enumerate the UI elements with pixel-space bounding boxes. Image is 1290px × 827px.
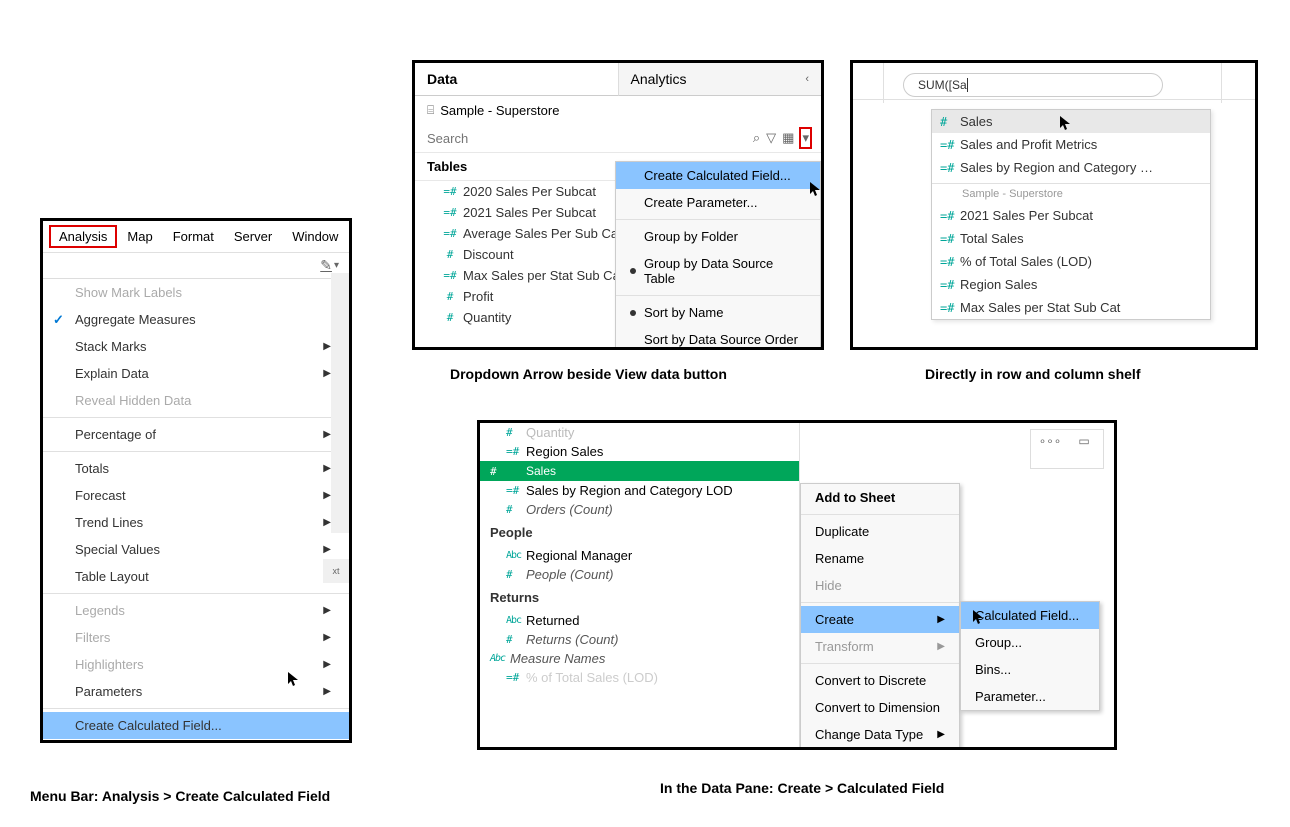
dropdown-arrow-button[interactable]: ▾: [800, 128, 811, 148]
menubar: AnalysisMapFormatServerWindowHelp: [43, 221, 349, 252]
datasource-row[interactable]: Sample - Superstore: [415, 96, 821, 124]
menubar-item-server[interactable]: Server: [224, 225, 282, 248]
ctx-item: Hide: [801, 572, 959, 599]
field-row[interactable]: #Returns (Count): [480, 630, 799, 649]
dropdown-item[interactable]: Sort by Name: [616, 299, 820, 326]
menu-item: Filters▶: [43, 624, 349, 651]
field-context-menu: Add to Sheet DuplicateRenameHide Create▶Tr…: [800, 483, 960, 750]
autocomplete-item[interactable]: =#Sales by Region and Category …: [932, 156, 1210, 179]
analysis-dropdown: Show Mark Labels✓Aggregate MeasuresStack…: [43, 278, 349, 743]
filter-icon[interactable]: ▽: [766, 130, 776, 146]
autocomplete-item[interactable]: =#2021 Sales Per Subcat: [932, 204, 1210, 227]
shelf-pill-input[interactable]: SUM([Sa: [903, 73, 1163, 97]
panel-field-context: #Quantity=#Region Sales#Sales=#Sales by …: [477, 420, 1117, 750]
marks-card: ∘∘∘ ▭: [1030, 429, 1104, 469]
autocomplete-item[interactable]: =#Max Sales per Stat Sub Cat: [932, 296, 1210, 319]
field-row-selected[interactable]: #Sales: [480, 461, 799, 481]
caption-panel4: In the Data Pane: Create > Calculated Fi…: [660, 780, 944, 796]
data-dropdown-menu: Create Calculated Field...Create Paramet…: [615, 161, 821, 350]
menubar-item-window[interactable]: Window: [282, 225, 348, 248]
field-row[interactable]: AbcRegional Manager: [480, 546, 799, 565]
field-row[interactable]: #Quantity: [480, 423, 799, 442]
search-icon[interactable]: ⌕: [753, 130, 760, 146]
menu-item[interactable]: ✓Aggregate Measures: [43, 306, 349, 333]
search-row: ⌕ ▽ ▦ ▾: [415, 124, 821, 152]
field-row[interactable]: #People (Count): [480, 565, 799, 584]
ctx-item[interactable]: Duplicate: [801, 518, 959, 545]
caption-panel3: Directly in row and column shelf: [925, 366, 1140, 382]
panel-shelf-autocomplete: SUM([Sa #Sales=#Sales and Profit Metrics…: [850, 60, 1258, 350]
caption-panel1: Menu Bar: Analysis > Create Calculated F…: [30, 788, 330, 804]
menu-item: Reveal Hidden Data: [43, 387, 349, 414]
menu-item[interactable]: Totals▶: [43, 455, 349, 482]
detail-mark-icon[interactable]: ∘∘∘: [1037, 434, 1063, 464]
menu-item[interactable]: Forecast▶: [43, 482, 349, 509]
cursor-icon: [287, 671, 301, 689]
field-row[interactable]: =#Region Sales: [480, 442, 799, 461]
caption-panel2: Dropdown Arrow beside View data button: [450, 366, 727, 382]
ctx-item[interactable]: Convert to Discrete: [801, 667, 959, 694]
submenu-item[interactable]: Group...: [961, 629, 1099, 656]
submenu-item[interactable]: Parameter...: [961, 683, 1099, 710]
ctx-item[interactable]: Geographic Role▶: [801, 748, 959, 750]
ctx-item[interactable]: Change Data Type▶: [801, 721, 959, 748]
dropdown-item[interactable]: Group by Folder: [616, 223, 820, 250]
field-pill[interactable]: Sales: [514, 461, 799, 481]
submenu-item[interactable]: Bins...: [961, 656, 1099, 683]
menu-item[interactable]: Percentage of▶: [43, 421, 349, 448]
cursor-icon: [972, 609, 986, 627]
ctx-item[interactable]: Convert to Dimension: [801, 694, 959, 721]
menu-item: Highlighters▶: [43, 651, 349, 678]
dropdown-item[interactable]: Create Calculated Field...: [616, 162, 820, 189]
menu-item[interactable]: Parameters▶: [43, 678, 349, 705]
tab-data[interactable]: Data: [415, 63, 618, 96]
menu-item[interactable]: Create Calculated Field...: [43, 712, 349, 739]
dropdown-item[interactable]: Sort by Data Source Order: [616, 326, 820, 350]
autocomplete-item[interactable]: =#% of Total Sales (LOD): [932, 250, 1210, 273]
menu-item[interactable]: Stack Marks▶: [43, 333, 349, 360]
data-pane-tabs: Data Analytics ‹: [415, 63, 821, 96]
menu-item[interactable]: Edit Calculated Field▶: [43, 739, 349, 743]
ctx-item[interactable]: Add to Sheet: [801, 484, 959, 511]
menu-item[interactable]: Trend Lines▶: [43, 509, 349, 536]
field-row[interactable]: #Orders (Count): [480, 500, 799, 519]
cursor-icon: [1059, 115, 1073, 133]
menu-item[interactable]: Table Layout▶: [43, 563, 349, 590]
field-row[interactable]: AbcReturned: [480, 611, 799, 630]
data-pane-fields: #Quantity=#Region Sales#Sales=#Sales by …: [480, 423, 800, 747]
autocomplete-item[interactable]: =#Total Sales: [932, 227, 1210, 250]
search-input[interactable]: [425, 130, 747, 147]
ctx-item: Transform▶: [801, 633, 959, 660]
chevron-left-icon: ‹: [805, 73, 809, 85]
pencil-icon[interactable]: ✎: [320, 257, 332, 274]
autocomplete-item[interactable]: =#Region Sales: [932, 273, 1210, 296]
datasource-icon: [427, 102, 434, 118]
tooltip-mark-icon[interactable]: ▭: [1071, 434, 1097, 464]
ctx-item[interactable]: Create▶: [801, 606, 959, 633]
autocomplete-list: #Sales=#Sales and Profit Metrics=#Sales …: [931, 109, 1211, 320]
menu-item: Show Mark Labels: [43, 279, 349, 306]
field-row[interactable]: =#Sales by Region and Category LOD: [480, 481, 799, 500]
menu-item: Legends▶: [43, 597, 349, 624]
panel-data-dropdown: Data Analytics ‹ Sample - Superstore ⌕ ▽…: [412, 60, 824, 350]
menubar-item-analysis[interactable]: Analysis: [49, 225, 117, 248]
menubar-item-map[interactable]: Map: [117, 225, 162, 248]
autocomplete-item[interactable]: =#Sales and Profit Metrics: [932, 133, 1210, 156]
menubar-item-help[interactable]: Help: [348, 225, 352, 248]
dropdown-item[interactable]: Group by Data Source Table: [616, 250, 820, 292]
panel-analysis-menu: AnalysisMapFormatServerWindowHelp ✎ ▾ Sh…: [40, 218, 352, 743]
dropdown-item[interactable]: Create Parameter...: [616, 189, 820, 216]
view-data-icon[interactable]: ▦: [782, 130, 794, 146]
tab-analytics[interactable]: Analytics ‹: [618, 63, 822, 96]
menubar-item-format[interactable]: Format: [163, 225, 224, 248]
ctx-item[interactable]: Rename: [801, 545, 959, 572]
menu-item[interactable]: Explain Data▶: [43, 360, 349, 387]
menu-item[interactable]: Special Values▶: [43, 536, 349, 563]
cursor-icon: [809, 181, 823, 199]
